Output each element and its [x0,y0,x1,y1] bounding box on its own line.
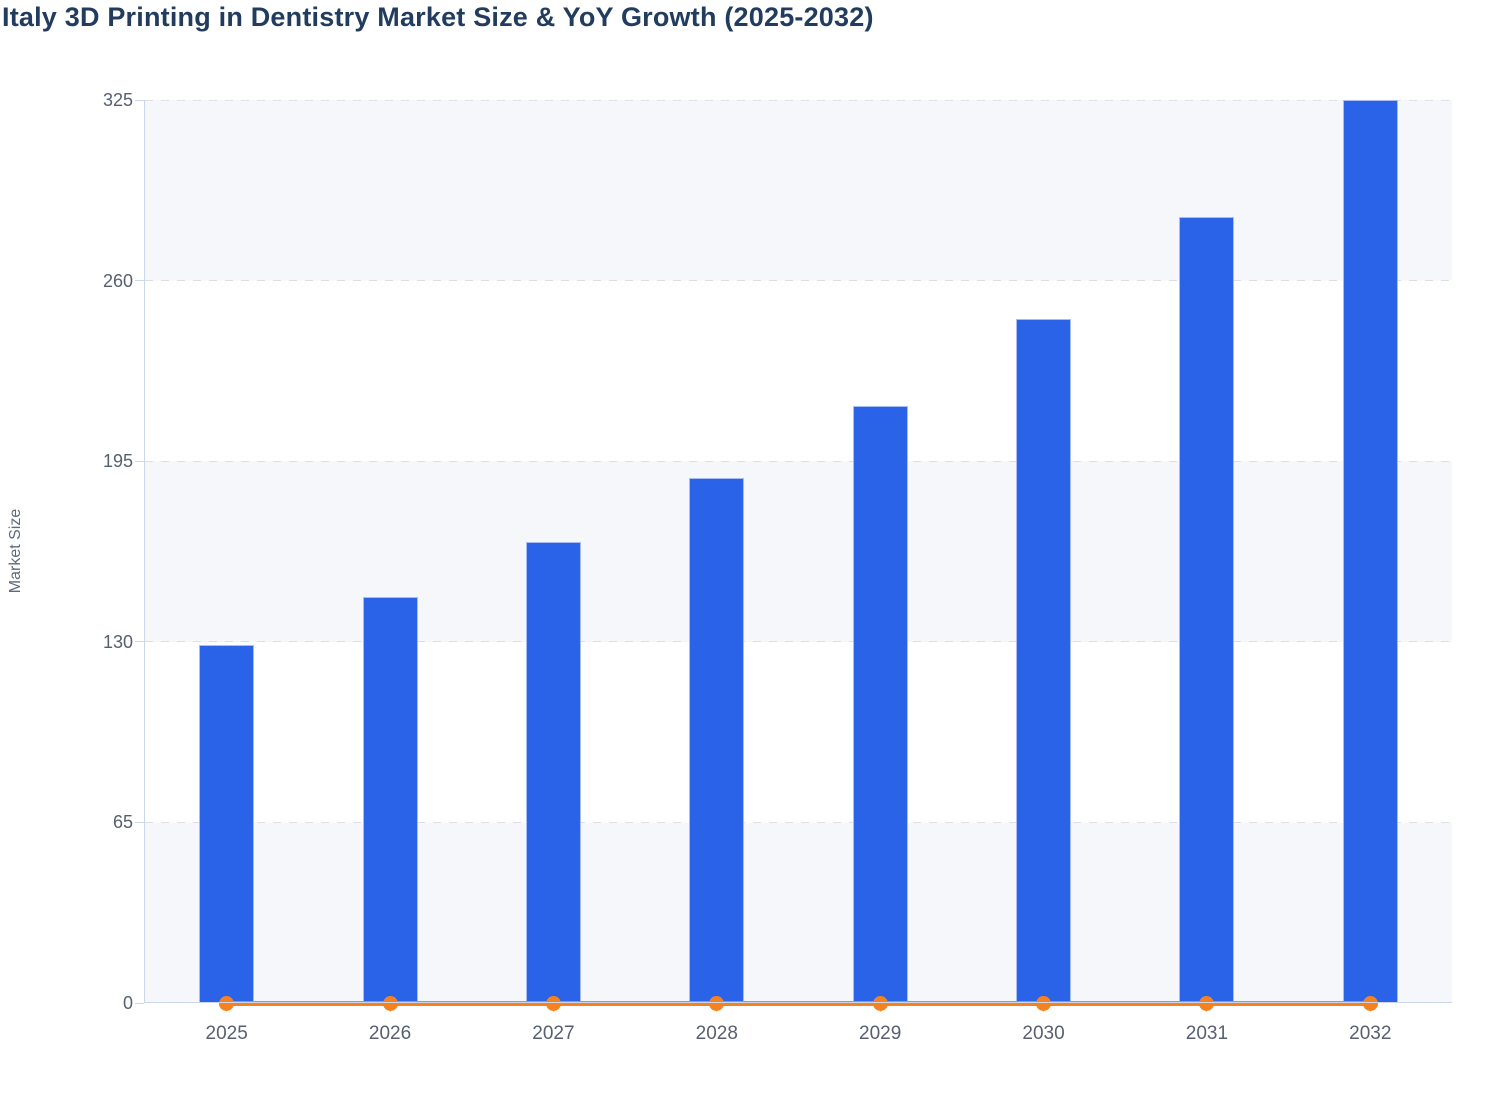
yoy-growth-line[interactable] [226,1000,1371,1006]
yoy-marker-2027[interactable] [545,995,561,1011]
gridline-325 [145,99,1452,101]
yoy-marker-2030[interactable] [1036,995,1052,1011]
x-tick-label-2030: 2030 [1022,1023,1065,1044]
bar-2026[interactable] [362,597,418,1003]
gridline-65 [145,821,1452,823]
yoy-marker-2029[interactable] [872,995,888,1011]
x-tick-label-2029: 2029 [859,1023,902,1044]
y-axis-tick-325 [135,99,144,101]
yoy-marker-2031[interactable] [1199,995,1215,1011]
x-tick-label-2025: 2025 [205,1023,248,1044]
chart-title: Italy 3D Printing in Dentistry Market Si… [2,2,874,32]
bar-2029[interactable] [852,405,908,1003]
y-tick-label-65: 65 [112,812,133,833]
y-axis-tick-0 [135,1002,144,1004]
x-tick-label-2032: 2032 [1349,1023,1392,1044]
bar-2032[interactable] [1342,100,1398,1003]
y-tick-label-0: 0 [122,993,133,1013]
yoy-marker-2032[interactable] [1362,995,1378,1011]
yoy-marker-2025[interactable] [219,995,235,1011]
y-tick-label-130: 130 [102,631,133,652]
y-axis-line [144,100,145,1003]
y-tick-label-195: 195 [102,451,133,472]
gridline-195 [145,460,1452,462]
y-axis-tick-195 [135,460,144,462]
x-tick-label-2026: 2026 [368,1023,412,1044]
y-tick-label-260: 260 [102,270,133,291]
yoy-marker-2028[interactable] [709,995,725,1011]
bar-2030[interactable] [1016,319,1072,1003]
x-tick-label-2031: 2031 [1185,1023,1229,1044]
bar-2025[interactable] [199,644,255,1003]
gridline-130 [145,641,1452,643]
bar-2028[interactable] [689,477,745,1003]
bar-2027[interactable] [525,541,581,1003]
gridline-260 [145,280,1452,282]
y-axis-tick-65 [135,821,144,823]
y-tick-label-325: 325 [102,90,133,110]
y-axis-tick-260 [135,280,144,282]
y-axis-title: Market Size [7,508,24,594]
yoy-marker-2026[interactable] [382,995,398,1011]
x-tick-label-2028: 2028 [695,1023,738,1044]
x-tick-label-2027: 2027 [532,1023,575,1044]
bar-2031[interactable] [1179,216,1235,1003]
y-axis-tick-130 [135,641,144,643]
x-axis-line [145,1002,1452,1003]
plot-area [145,100,1452,1003]
